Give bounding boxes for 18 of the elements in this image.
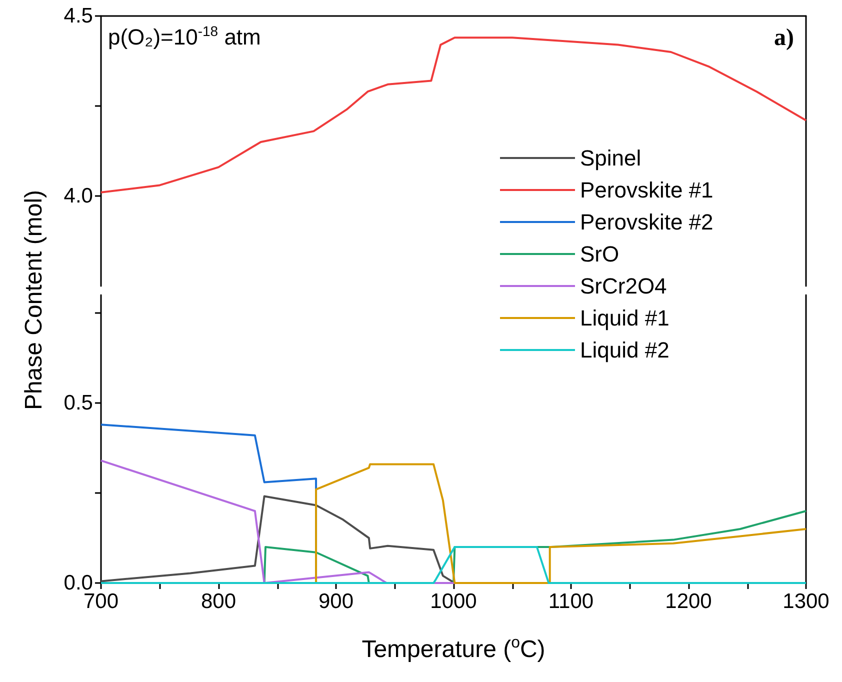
y-tick-label: 4.5 xyxy=(64,4,93,28)
y-tick-label: 0.5 xyxy=(64,392,93,414)
annotation: a) xyxy=(774,25,794,51)
x-tick-label: 1100 xyxy=(548,590,594,613)
x-tick-label: 800 xyxy=(200,590,236,613)
legend-label: SrO xyxy=(580,242,620,266)
text: Perovskite #1 xyxy=(580,178,714,202)
x-tick-label: 1200 xyxy=(665,590,712,613)
x-tick-label: 900 xyxy=(318,590,354,613)
legend-label: Liquid #1 xyxy=(580,306,670,330)
y-axis-title: Phase Content (mol) xyxy=(20,190,48,410)
legend-label: SrCr2O4 xyxy=(580,274,667,298)
legend-label: Spinel xyxy=(580,146,642,170)
legend-label: Perovskite #2 xyxy=(580,210,714,234)
x-tick-label: 1000 xyxy=(430,590,477,613)
legend-label: Liquid #2 xyxy=(580,338,670,362)
y-tick-label: 4.0 xyxy=(64,184,93,208)
x-tick-label: 1300 xyxy=(782,590,830,613)
